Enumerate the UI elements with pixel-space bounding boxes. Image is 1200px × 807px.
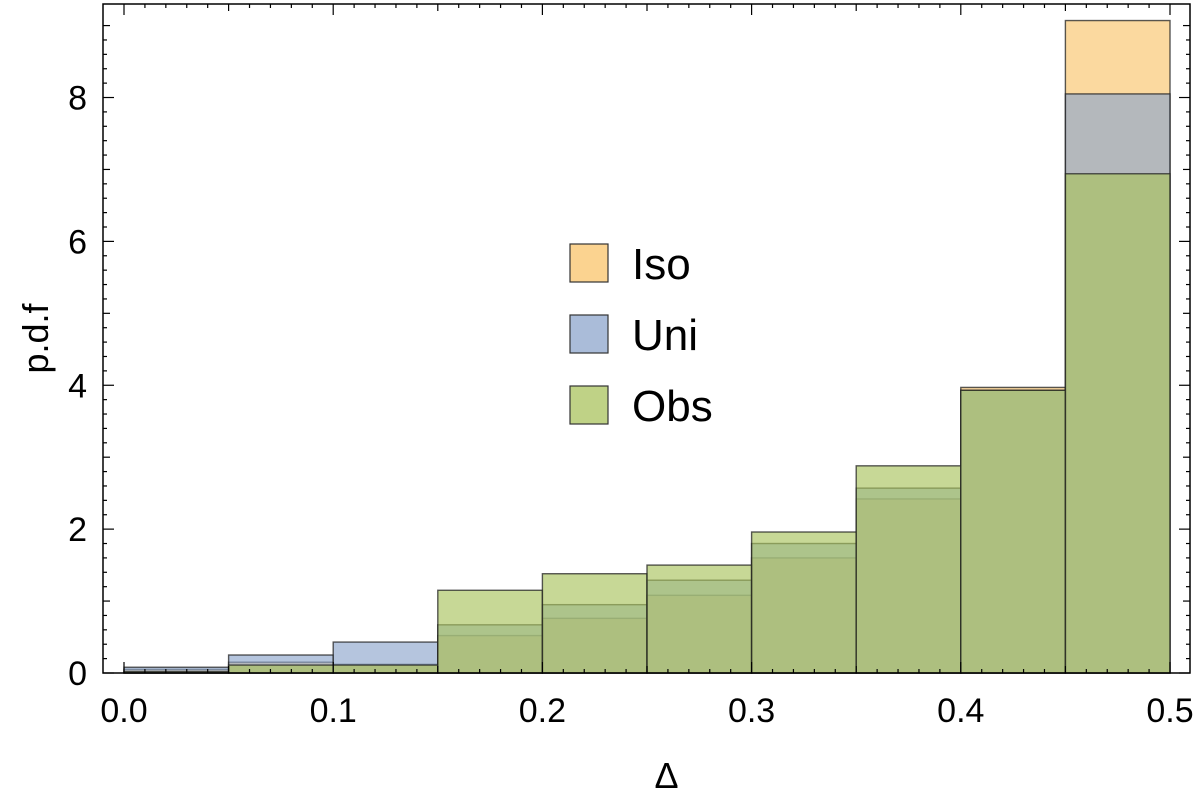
x-tick-label: 0.2 (519, 692, 566, 730)
legend-swatch-uni (569, 314, 609, 354)
bar-obs-bin-2 (332, 664, 439, 674)
y-tick-label: 4 (68, 367, 87, 405)
bar-obs-bin-4 (541, 573, 648, 674)
legend-label-uni: Uni (632, 311, 698, 360)
histogram-bars (123, 19, 1171, 674)
legend-swatch-obs (569, 385, 609, 425)
x-tick-label: 0.1 (310, 692, 357, 730)
bar-obs-bin-6 (750, 531, 857, 674)
x-tick-label: 0.3 (728, 692, 775, 730)
bar-obs-bin-7 (855, 465, 962, 674)
legend-label-iso: Iso (632, 240, 691, 289)
x-tick-label: 0.0 (100, 692, 147, 730)
bar-obs-bin-1 (227, 664, 334, 674)
x-tick-label: 0.5 (1146, 692, 1193, 730)
bar-obs-bin-8 (960, 389, 1067, 674)
y-axis-label: p.d.f (15, 302, 56, 373)
legend-label-obs: Obs (632, 382, 713, 431)
y-axis-tick-labels: 0 2 4 6 8 (68, 80, 87, 693)
bar-obs-bin-9 (1064, 173, 1171, 674)
legend: Iso Uni Obs (569, 240, 713, 431)
x-axis-tick-labels: 0.0 0.1 0.2 0.3 0.4 0.5 (100, 692, 1193, 730)
bar-obs-bin-3 (437, 589, 544, 674)
y-tick-label: 8 (68, 80, 87, 118)
y-tick-label: 2 (68, 511, 87, 549)
y-tick-label: 0 (68, 655, 87, 693)
legend-swatch-iso (569, 243, 609, 283)
axis-ticks (103, 4, 1190, 674)
y-tick-label: 6 (68, 223, 87, 261)
bar-obs-bin-5 (646, 564, 753, 674)
x-tick-label: 0.4 (937, 692, 984, 730)
x-axis-label: Δ (654, 755, 678, 796)
